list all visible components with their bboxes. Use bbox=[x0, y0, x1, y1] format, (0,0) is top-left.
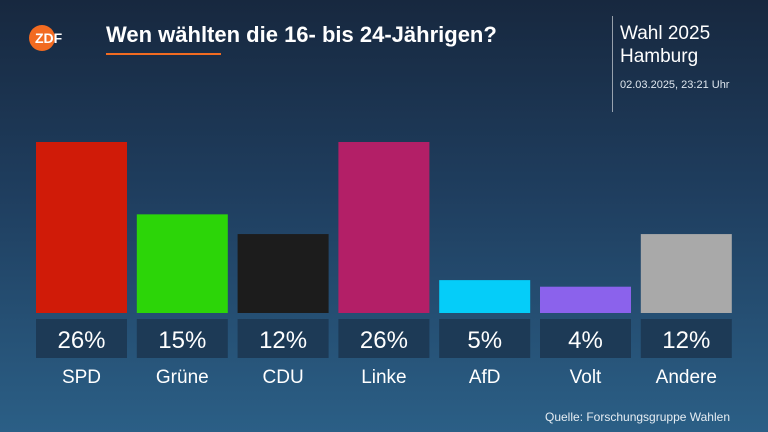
value-label-box-0 bbox=[36, 319, 127, 358]
category-label-5: Volt bbox=[570, 367, 602, 388]
value-label-box-6 bbox=[640, 319, 732, 358]
header-divider bbox=[612, 16, 613, 112]
value-label-0: 26% bbox=[57, 327, 105, 354]
category-label-6: Andere bbox=[656, 367, 717, 388]
bar-0 bbox=[36, 142, 127, 313]
bar-2 bbox=[237, 234, 329, 313]
category-label-4: AfD bbox=[469, 367, 501, 388]
value-label-2: 12% bbox=[259, 327, 307, 354]
value-label-3: 26% bbox=[360, 327, 408, 354]
value-label-5: 4% bbox=[568, 327, 603, 354]
zdf-logo-text: ZDF bbox=[35, 30, 63, 46]
value-label-1: 15% bbox=[158, 327, 206, 354]
category-label-3: Linke bbox=[361, 367, 406, 388]
value-label-box-3 bbox=[338, 319, 430, 358]
bar-3 bbox=[338, 142, 430, 313]
page-title: Wen wählten die 16- bis 24-Jährigen? bbox=[106, 22, 497, 47]
election-title: Wahl 2025 bbox=[620, 23, 711, 44]
category-label-1: Grüne bbox=[156, 367, 209, 388]
zdf-logo-circle bbox=[29, 25, 55, 51]
source-note: Quelle: Forschungsgruppe Wahlen bbox=[545, 410, 730, 424]
category-label-0: SPD bbox=[62, 367, 101, 388]
value-label-box-1 bbox=[136, 319, 228, 358]
title-underline bbox=[106, 53, 221, 55]
value-label-box-5 bbox=[540, 319, 631, 358]
value-label-4: 5% bbox=[467, 327, 502, 354]
value-label-box-2 bbox=[237, 319, 329, 358]
election-info: Wahl 2025 Hamburg bbox=[620, 22, 710, 68]
timestamp: 02.03.2025, 23:21 Uhr bbox=[620, 79, 730, 91]
value-label-box-4 bbox=[439, 319, 531, 358]
election-region: Hamburg bbox=[620, 46, 699, 67]
bar-5 bbox=[540, 286, 631, 313]
bar-6 bbox=[640, 234, 732, 313]
category-label-2: CDU bbox=[263, 367, 304, 388]
bar-1 bbox=[136, 214, 228, 313]
bar-4 bbox=[439, 280, 531, 313]
zdf-logo: ZDF bbox=[29, 25, 63, 51]
value-label-6: 12% bbox=[662, 327, 710, 354]
